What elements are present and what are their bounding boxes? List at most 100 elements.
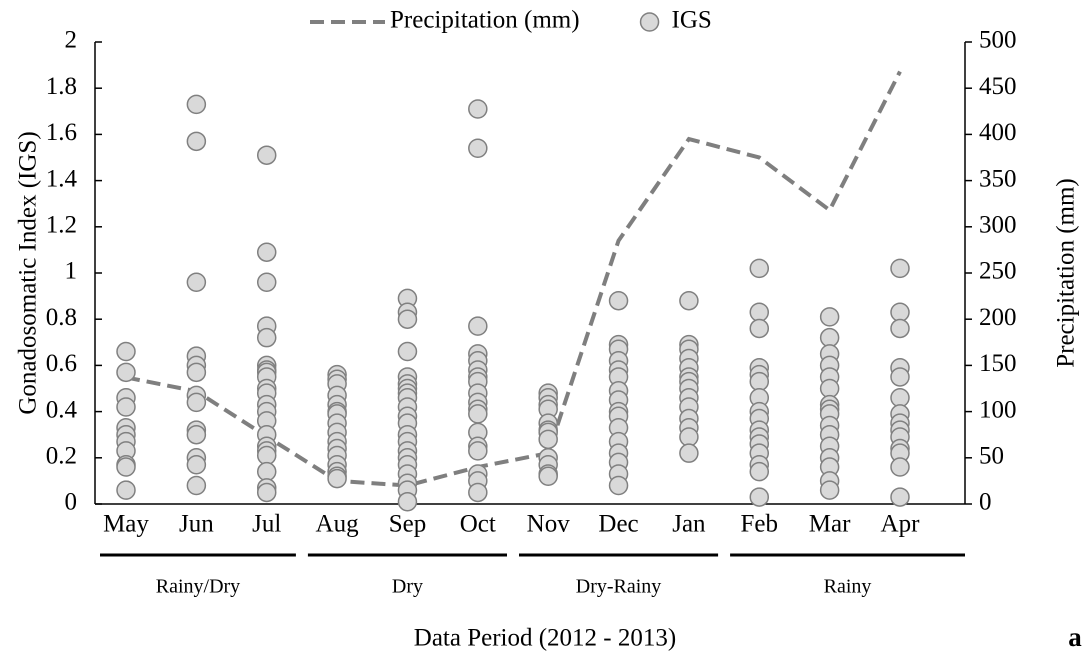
x-tick-label: Nov	[527, 511, 571, 538]
igs-point	[679, 443, 699, 463]
y-tick-label: 1.6	[46, 119, 77, 146]
y-tick-label: 1.8	[46, 73, 77, 100]
igs-point	[890, 387, 910, 408]
legend-label: Precipitation (mm)	[390, 7, 580, 34]
x-tick-label: Sep	[389, 511, 427, 538]
y2-axis-title: Precipitation (mm)	[1053, 178, 1080, 368]
y2-tick-label: 50	[979, 443, 1004, 470]
season-label: Rainy/Dry	[156, 576, 240, 598]
legend-label: IGS	[672, 7, 712, 34]
igs-point	[186, 272, 207, 292]
igs-point	[468, 138, 488, 159]
igs-point	[256, 145, 277, 165]
x-tick-label: Feb	[741, 511, 779, 538]
igs-point	[186, 362, 207, 383]
igs-point	[116, 362, 136, 383]
season-label: Rainy	[824, 576, 872, 598]
y-tick-label: 0.8	[46, 304, 77, 331]
igs-point	[890, 487, 910, 507]
x-tick-label: May	[103, 511, 149, 538]
y-axis-title: Gonadosomatic Index (IGS)	[15, 131, 42, 414]
igs-point	[749, 258, 770, 279]
igs-point	[819, 327, 840, 348]
igs-point	[468, 441, 488, 461]
x-tick-label: Dec	[598, 511, 638, 538]
igs-point	[538, 466, 558, 487]
igs-point	[468, 482, 488, 503]
y-tick-label: 0.4	[46, 396, 78, 423]
igs-point	[116, 457, 136, 477]
y-tick-label: 0.6	[46, 350, 77, 377]
igs-point	[256, 482, 277, 503]
y2-tick-label: 250	[979, 258, 1017, 285]
igs-point	[327, 468, 347, 489]
igs-point	[116, 397, 136, 417]
igs-point	[890, 258, 910, 279]
panel-label: a	[1068, 622, 1082, 652]
x-tick-label: Apr	[881, 511, 921, 538]
igs-point	[819, 307, 840, 327]
igs-point	[538, 429, 558, 450]
x-tick-label: Mar	[809, 511, 851, 538]
igs-point	[819, 378, 840, 399]
y2-tick-label: 450	[979, 73, 1017, 100]
y-tick-label: 1.2	[46, 212, 77, 239]
igs-point	[890, 318, 910, 339]
x-tick-label: Aug	[316, 511, 360, 538]
igs-point	[468, 316, 488, 336]
igs-point	[256, 272, 277, 292]
y-tick-label: 1	[65, 258, 78, 285]
igs-point	[116, 341, 136, 362]
x-axis-title: Data Period (2012 - 2013)	[414, 625, 676, 652]
igs-point	[890, 302, 910, 323]
igs-point	[468, 404, 488, 424]
y2-tick-label: 100	[979, 396, 1017, 423]
igs-point	[679, 290, 699, 311]
igs-point	[256, 445, 277, 466]
igs-point	[749, 461, 770, 482]
igs-point	[679, 427, 699, 447]
igs-point	[186, 94, 207, 115]
y2-tick-label: 500	[979, 27, 1017, 54]
igs-point	[186, 454, 207, 475]
igs-point	[819, 480, 840, 500]
igs-point	[890, 457, 910, 477]
igs-point	[749, 318, 770, 339]
igs-point	[468, 99, 488, 119]
igs-point	[608, 475, 629, 496]
y2-tick-label: 400	[979, 119, 1017, 146]
igs-point	[256, 327, 277, 348]
y2-tick-label: 150	[979, 350, 1017, 377]
x-tick-label: Jul	[252, 511, 281, 538]
igs-point	[186, 131, 207, 152]
y-tick-label: 1.4	[46, 165, 78, 192]
legend-marker	[639, 12, 660, 32]
igs-point	[186, 424, 207, 445]
x-tick-label: Jan	[672, 511, 706, 538]
y2-tick-label: 350	[979, 165, 1017, 192]
y-tick-label: 0.2	[46, 443, 77, 470]
igs-point	[116, 480, 136, 500]
x-tick-label: Jun	[179, 511, 214, 538]
y2-tick-label: 0	[979, 489, 992, 516]
igs-point	[256, 242, 277, 262]
y2-tick-label: 200	[979, 304, 1017, 331]
y2-tick-label: 300	[979, 212, 1017, 239]
season-label: Dry	[392, 576, 423, 598]
igs-point	[749, 371, 770, 392]
igs-point	[749, 302, 770, 323]
igs-point	[186, 475, 207, 496]
igs-point	[749, 487, 770, 507]
igs-point	[397, 309, 418, 329]
igs-point	[186, 392, 207, 413]
x-tick-label: Oct	[460, 511, 496, 538]
igs-point	[256, 461, 277, 482]
y-tick-label: 0	[65, 489, 78, 516]
y-tick-label: 2	[65, 27, 78, 54]
season-label: Dry-Rainy	[576, 576, 662, 598]
igs-point	[608, 290, 629, 311]
igs-point	[397, 491, 418, 512]
igs-point	[397, 341, 418, 362]
igs-point	[890, 367, 910, 387]
